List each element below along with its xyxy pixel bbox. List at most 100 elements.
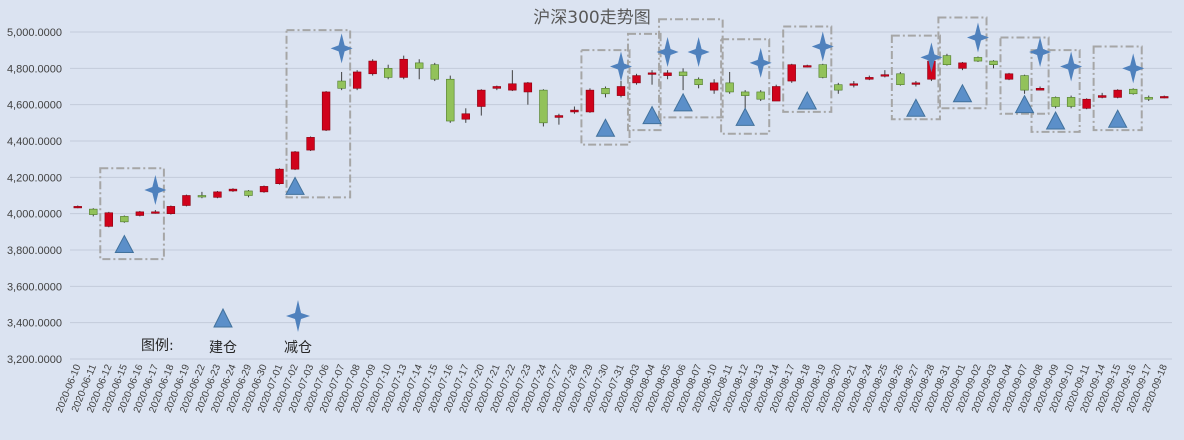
buy-marker xyxy=(642,105,662,125)
candle-body xyxy=(942,55,952,65)
candle-body xyxy=(461,113,470,120)
candles xyxy=(73,53,1169,228)
candle xyxy=(446,75,455,123)
candle xyxy=(880,70,890,78)
candle xyxy=(368,59,377,76)
sell-marker xyxy=(1122,53,1145,84)
candle xyxy=(694,77,703,89)
candle-body xyxy=(1129,88,1138,95)
buy-marker xyxy=(673,92,693,112)
candle-body xyxy=(694,78,703,85)
candle-body xyxy=(430,64,439,80)
candle-body xyxy=(135,211,145,216)
buy-marker xyxy=(1014,94,1035,114)
candle xyxy=(259,185,269,193)
candle xyxy=(151,210,160,214)
candle-body xyxy=(1113,89,1122,98)
candle-body xyxy=(306,137,315,151)
candle xyxy=(678,68,688,91)
candle-body xyxy=(647,72,657,75)
candle-body xyxy=(415,62,424,69)
legend-buy-triangle-icon xyxy=(213,307,233,328)
highlight-box xyxy=(999,36,1050,115)
highlight-box xyxy=(580,49,631,146)
y-tick-label: 4,200.0000 xyxy=(7,172,62,184)
highlight-box xyxy=(782,25,833,113)
candle-body xyxy=(1020,75,1029,91)
x-axis-ticks: 2020-06-102020-06-112020-06-122020-06-15… xyxy=(54,363,1170,415)
candle xyxy=(989,60,998,69)
candle-body xyxy=(709,82,719,91)
legend: 图例: 建仓 减仓 xyxy=(141,300,312,356)
candle xyxy=(166,205,176,215)
candle xyxy=(104,211,113,228)
highlight-box xyxy=(890,34,941,121)
candle-body xyxy=(616,86,626,96)
legend-sell-star-icon xyxy=(286,300,310,332)
candle-body xyxy=(818,64,827,78)
candle-body xyxy=(973,57,983,62)
candle xyxy=(539,89,548,127)
candle-body xyxy=(1066,97,1076,107)
candle xyxy=(135,210,145,217)
candle xyxy=(477,89,486,116)
candle-body xyxy=(321,91,331,131)
sell-marker xyxy=(656,36,679,67)
candle xyxy=(275,168,284,185)
candle xyxy=(616,81,626,98)
chart-title: 沪深300走势图 xyxy=(533,8,650,28)
candle-body xyxy=(508,83,517,91)
candle-body xyxy=(678,71,688,76)
candle xyxy=(772,84,781,102)
candle-body xyxy=(663,72,672,76)
candle xyxy=(1097,92,1107,99)
candle-body xyxy=(151,211,160,214)
highlight-box xyxy=(285,29,352,199)
candle xyxy=(73,205,82,209)
y-tick-label: 3,200.0000 xyxy=(7,354,62,366)
candle xyxy=(803,64,812,68)
candle-body xyxy=(259,186,269,193)
y-axis-ticks: 3,200.0000 3,400.0000 3,600.0000 3,800.0000… xyxy=(7,27,62,366)
sell-marker xyxy=(610,51,632,82)
candle xyxy=(756,90,765,102)
candle xyxy=(321,91,331,132)
candle xyxy=(818,63,827,79)
candle xyxy=(1035,86,1045,91)
candle xyxy=(352,70,362,91)
candle-body xyxy=(958,62,967,69)
candle xyxy=(1129,88,1138,95)
y-tick-label: 3,400.0000 xyxy=(7,318,62,330)
candle xyxy=(508,70,517,92)
candle xyxy=(834,82,843,94)
candle-body xyxy=(1144,97,1153,100)
candle xyxy=(787,63,796,83)
candle-body xyxy=(213,191,222,198)
sell-marker xyxy=(687,36,710,67)
highlight-box xyxy=(1092,45,1143,132)
y-tick-label: 3,600.0000 xyxy=(7,281,62,293)
candle xyxy=(911,81,921,87)
candle xyxy=(213,190,222,199)
buy-marker xyxy=(797,90,818,110)
highlight-box xyxy=(720,38,771,135)
highlight-box xyxy=(658,18,724,119)
candle xyxy=(709,79,719,94)
candle-body xyxy=(290,151,300,170)
candle xyxy=(306,136,315,151)
candle xyxy=(740,90,750,111)
candle xyxy=(1113,89,1122,99)
candle-body xyxy=(989,60,998,65)
candle-body xyxy=(849,83,858,86)
buy-marker xyxy=(952,83,973,103)
candle xyxy=(1004,72,1014,81)
candle-body xyxy=(756,91,765,100)
candle-body xyxy=(787,64,796,82)
candle xyxy=(1066,95,1076,109)
candle xyxy=(89,208,98,217)
candle xyxy=(523,81,533,105)
candle xyxy=(120,215,129,223)
buy-marker xyxy=(906,98,926,117)
candle-body xyxy=(740,91,750,96)
